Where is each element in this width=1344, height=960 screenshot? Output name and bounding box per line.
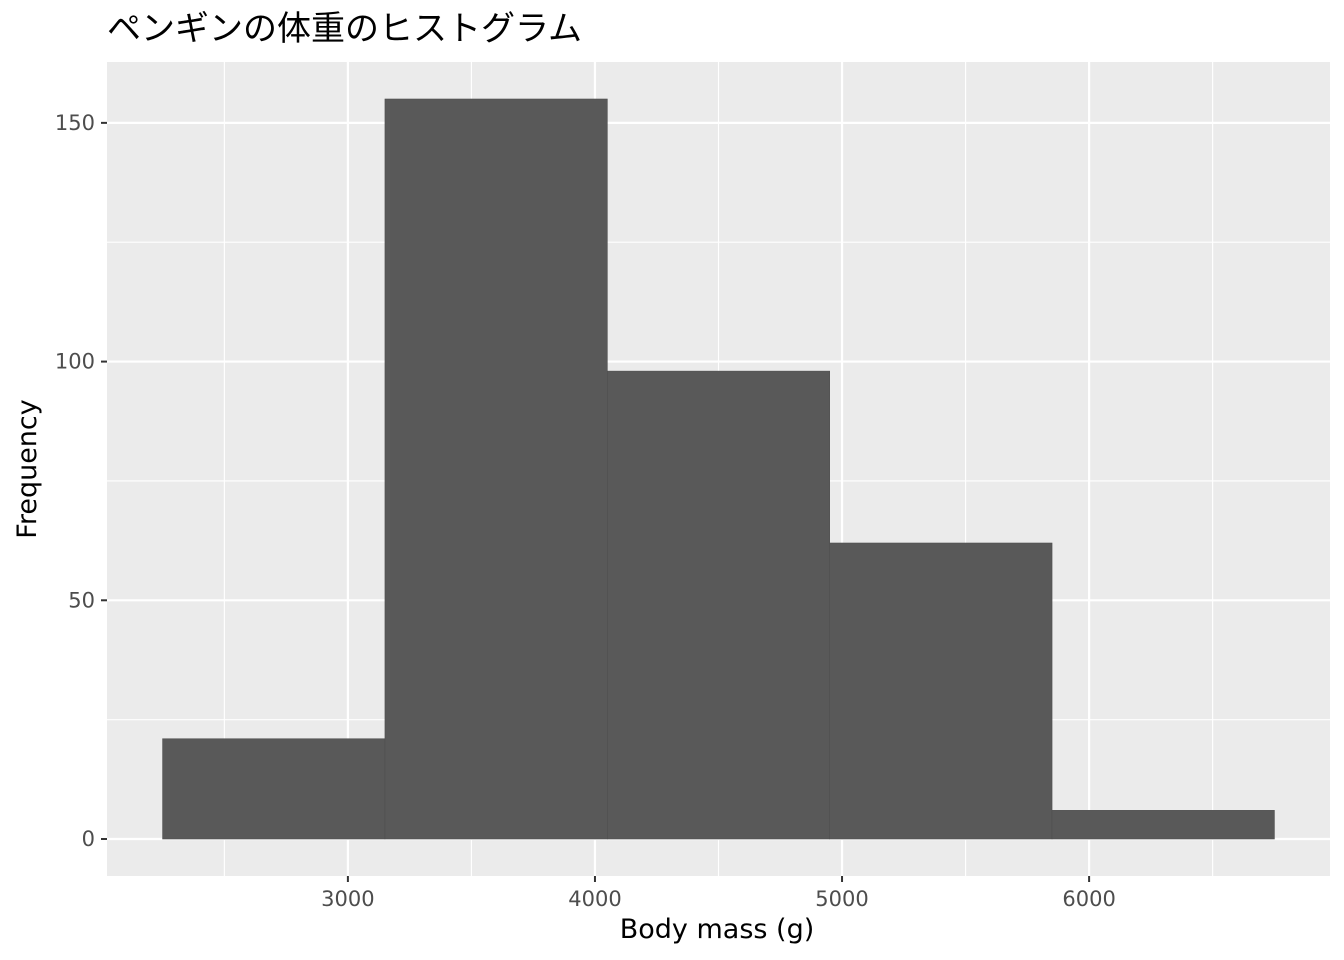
chart-title: ペンギンの体重のヒストグラム	[107, 9, 582, 49]
x-axis: 3000 4000 5000 6000	[321, 876, 1116, 911]
x-tick-label: 6000	[1062, 887, 1115, 911]
y-tick-label: 0	[82, 827, 95, 851]
histogram-bar	[384, 98, 608, 840]
x-tick-label: 5000	[815, 887, 868, 911]
y-tick-label: 50	[68, 588, 95, 612]
x-tick-label: 4000	[568, 887, 621, 911]
x-tick-label: 3000	[321, 887, 374, 911]
x-axis-title: Body mass (g)	[620, 914, 815, 945]
y-tick-label: 100	[55, 350, 95, 374]
histogram-bar	[162, 738, 386, 840]
histogram-bar	[607, 370, 830, 840]
y-tick-label: 150	[55, 111, 95, 135]
y-axis: 0 50 100 150	[55, 111, 107, 851]
y-axis-title: Frequency	[12, 399, 43, 539]
histogram-bar	[1051, 810, 1275, 840]
histogram-bar	[829, 542, 1053, 840]
histogram-bars	[162, 98, 1275, 840]
